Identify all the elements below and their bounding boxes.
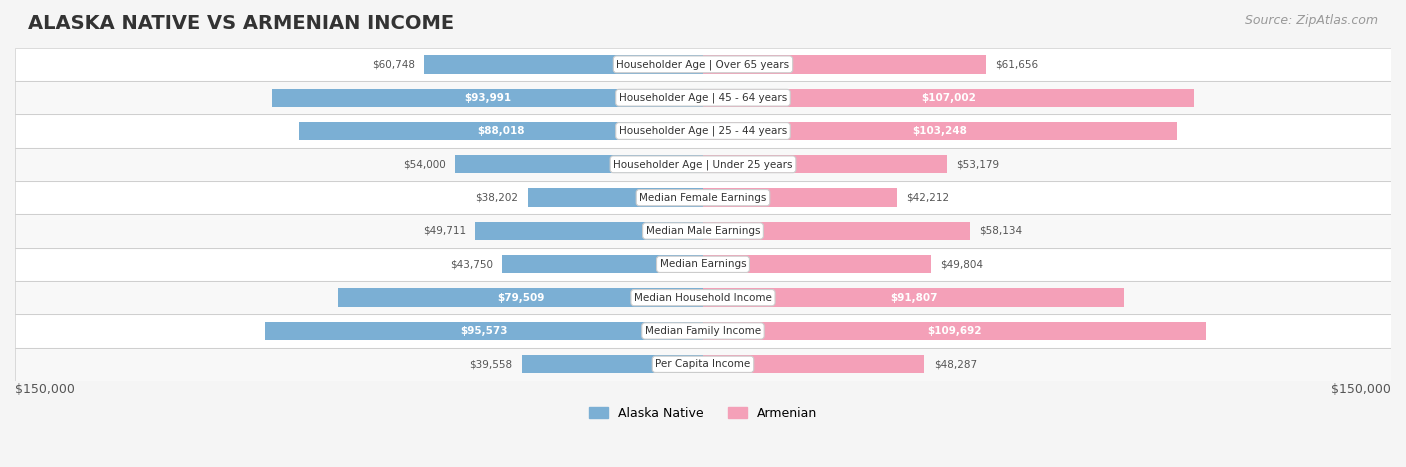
Bar [15,347,1391,381]
Bar [15,281,1391,314]
Text: Householder Age | 45 - 64 years: Householder Age | 45 - 64 years [619,92,787,103]
Text: $48,287: $48,287 [934,359,977,369]
Bar [475,222,703,240]
Bar [339,289,703,307]
Bar [15,214,1391,248]
Bar [15,281,1391,314]
Bar [703,89,1194,107]
Text: $88,018: $88,018 [478,126,524,136]
Bar [703,289,1123,307]
Bar [15,114,1391,148]
Bar [703,355,925,374]
Text: Median Family Income: Median Family Income [645,326,761,336]
Bar [15,48,1391,81]
Text: $54,000: $54,000 [404,159,446,170]
Bar [299,122,703,140]
Text: $95,573: $95,573 [460,326,508,336]
Text: Householder Age | 25 - 44 years: Householder Age | 25 - 44 years [619,126,787,136]
Bar [15,148,1391,181]
Bar [502,255,703,274]
Bar [15,48,1391,81]
Text: $60,748: $60,748 [373,59,415,70]
Bar [15,81,1391,114]
Bar [703,222,970,240]
Bar [703,155,946,174]
Legend: Alaska Native, Armenian: Alaska Native, Armenian [583,402,823,425]
Bar [15,214,1391,248]
Text: $61,656: $61,656 [995,59,1038,70]
Text: $150,000: $150,000 [15,382,75,396]
Bar [15,248,1391,281]
Bar [703,189,897,207]
Text: $109,692: $109,692 [928,326,981,336]
Text: Source: ZipAtlas.com: Source: ZipAtlas.com [1244,14,1378,27]
Text: Median Female Earnings: Median Female Earnings [640,193,766,203]
Bar [15,214,1391,248]
Bar [703,255,931,274]
Text: Householder Age | Under 25 years: Householder Age | Under 25 years [613,159,793,170]
Bar [703,322,1206,340]
Bar [15,347,1391,381]
Text: $150,000: $150,000 [1331,382,1391,396]
Bar [703,55,986,73]
Text: ALASKA NATIVE VS ARMENIAN INCOME: ALASKA NATIVE VS ARMENIAN INCOME [28,14,454,33]
Bar [15,148,1391,181]
Bar [15,314,1391,347]
Bar [15,148,1391,181]
Bar [271,89,703,107]
Text: $53,179: $53,179 [956,159,1000,170]
Bar [264,322,703,340]
Bar [425,55,703,73]
Bar [15,181,1391,214]
Text: Median Household Income: Median Household Income [634,293,772,303]
Text: $107,002: $107,002 [921,92,976,103]
Text: $49,711: $49,711 [423,226,465,236]
Bar [15,281,1391,314]
Bar [522,355,703,374]
Text: $49,804: $49,804 [941,259,984,269]
Bar [456,155,703,174]
Bar [527,189,703,207]
Text: $79,509: $79,509 [496,293,544,303]
Text: Median Male Earnings: Median Male Earnings [645,226,761,236]
Text: $43,750: $43,750 [450,259,494,269]
Bar [15,81,1391,114]
Text: $91,807: $91,807 [890,293,938,303]
Bar [15,347,1391,381]
Text: $38,202: $38,202 [475,193,519,203]
Text: $58,134: $58,134 [979,226,1022,236]
Text: $103,248: $103,248 [912,126,967,136]
Bar [15,248,1391,281]
Bar [15,314,1391,347]
Text: $93,991: $93,991 [464,92,510,103]
Bar [15,114,1391,148]
Text: Median Earnings: Median Earnings [659,259,747,269]
Bar [15,181,1391,214]
Text: $39,558: $39,558 [470,359,512,369]
Bar [703,122,1177,140]
Bar [15,81,1391,114]
Text: Householder Age | Over 65 years: Householder Age | Over 65 years [616,59,790,70]
Text: $42,212: $42,212 [905,193,949,203]
Text: Per Capita Income: Per Capita Income [655,359,751,369]
